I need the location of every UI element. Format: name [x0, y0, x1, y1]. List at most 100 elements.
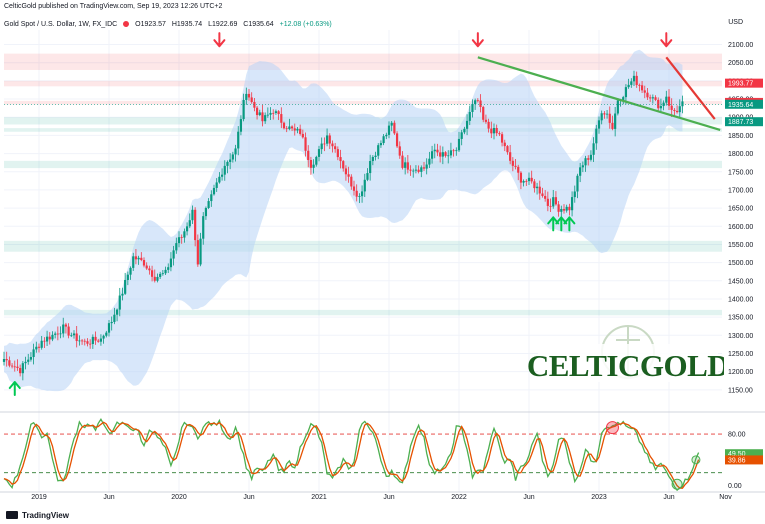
candle-body — [449, 150, 453, 156]
candle-body — [382, 136, 385, 144]
candle-body — [183, 231, 186, 238]
price-tick-label: 1650.00 — [728, 206, 753, 213]
candle-body — [274, 111, 278, 113]
candle-body — [611, 122, 614, 129]
candle-body — [132, 256, 135, 268]
candle-body — [487, 121, 490, 129]
symbol-legend: Gold Spot / U.S. Dollar, 1W, FX_IDC O192… — [4, 21, 332, 28]
candle-body — [188, 220, 191, 227]
candle-body — [360, 191, 364, 197]
celticgold-logo: CELTICGOLD — [527, 325, 730, 383]
candle-body — [172, 250, 175, 259]
candle-body — [452, 150, 455, 152]
stoch-k-label: 49.50 — [728, 451, 746, 458]
price-tick-label: 1350.00 — [728, 315, 753, 322]
candle-body — [667, 96, 671, 106]
price-tick-label: 2100.00 — [728, 42, 753, 49]
footer-brand: TradingView — [6, 511, 69, 520]
candle-body — [32, 349, 35, 358]
candle-body — [678, 106, 681, 113]
candle-body — [118, 295, 121, 310]
candle-body — [145, 265, 148, 269]
price-zone-band — [4, 240, 722, 252]
candle-body — [215, 182, 218, 188]
candle-body — [150, 270, 154, 277]
candle-body — [436, 149, 439, 153]
candle-body — [86, 341, 89, 344]
candle-body — [630, 81, 633, 85]
arrow-up-icon — [8, 381, 21, 397]
candle-body — [226, 161, 229, 166]
candle-body — [654, 97, 657, 100]
candle-body — [245, 93, 248, 100]
candle-body — [570, 197, 574, 211]
candle-body — [549, 205, 552, 207]
stoch-d-line — [3, 421, 700, 489]
candle-body — [600, 113, 603, 121]
candle-body — [393, 122, 396, 134]
candle-body — [463, 128, 466, 133]
candle-body — [210, 194, 213, 202]
candle-body — [266, 114, 269, 116]
ohlc-low: L1922.69 — [208, 21, 238, 28]
arrow-down-icon — [660, 32, 673, 48]
price-tick-label: 2050.00 — [728, 60, 753, 67]
candle-body — [406, 162, 409, 170]
stoch-k-line — [3, 418, 700, 492]
candle-body — [635, 75, 638, 85]
candle-body — [675, 110, 679, 113]
price-label-box — [725, 78, 763, 88]
candle-body — [323, 143, 326, 145]
candle-body — [204, 207, 208, 217]
candle-body — [312, 164, 315, 168]
candle-body — [121, 293, 124, 296]
candle-body — [670, 105, 673, 110]
candle-body — [67, 326, 70, 336]
candle-body — [164, 269, 167, 274]
candle-body — [13, 366, 16, 368]
candle-body — [89, 343, 92, 345]
candle-body — [649, 97, 652, 99]
candle-body — [509, 152, 512, 161]
candle-body — [261, 112, 264, 122]
candle-body — [527, 177, 531, 182]
price-tick-label: 1150.00 — [728, 387, 753, 394]
candle-body — [129, 267, 132, 275]
time-tick-label: 2022 — [451, 494, 467, 501]
candle-body — [659, 106, 663, 109]
candle-body — [2, 359, 6, 362]
candle-body — [175, 243, 178, 251]
candle-body — [328, 135, 331, 144]
candle-body — [21, 363, 24, 374]
candle-body — [627, 84, 630, 88]
candle-body — [643, 90, 646, 93]
candle-body — [460, 132, 463, 139]
candle-body — [113, 314, 116, 322]
candle-body — [161, 273, 164, 275]
candle-body — [140, 257, 143, 261]
stoch-tick-label: 0.00 — [728, 483, 742, 490]
price-zone-band — [4, 80, 722, 87]
candle-body — [212, 187, 216, 195]
candle-body — [45, 336, 49, 342]
price-tick-label: 1550.00 — [728, 242, 753, 249]
candle-body — [506, 146, 509, 153]
time-tick-label: 2019 — [31, 494, 47, 501]
candle-body — [533, 181, 536, 189]
candle-body — [589, 154, 593, 160]
time-tick-label: Nov — [719, 494, 732, 501]
candle-body — [156, 276, 159, 281]
candle-body — [336, 149, 339, 158]
stoch-cross-circle — [691, 455, 701, 465]
time-tick-label: 2021 — [311, 494, 327, 501]
candle-body — [347, 174, 350, 177]
candle-body — [99, 338, 103, 342]
candle-body — [366, 173, 369, 180]
candle-body — [535, 186, 539, 189]
market-status-icon — [123, 21, 130, 27]
candle-body — [19, 367, 22, 374]
candle-body — [622, 97, 625, 101]
price-tick-label: 1300.00 — [728, 333, 753, 340]
candle-body — [258, 112, 261, 116]
